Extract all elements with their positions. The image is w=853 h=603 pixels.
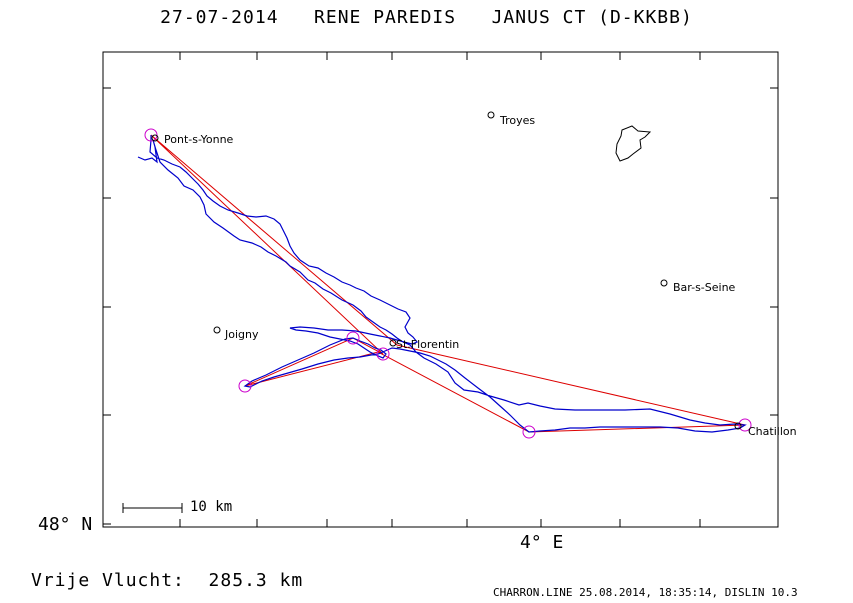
town-marker bbox=[734, 422, 742, 430]
place-label-bar-s-seine: Bar-s-Seine bbox=[673, 281, 736, 294]
town-marker bbox=[660, 279, 668, 287]
turnpoints bbox=[144, 128, 752, 439]
map-title: 27-07-2014 RENE PAREDIS JANUS CT (D-KKBB… bbox=[160, 7, 693, 28]
longitude-label: 4° E bbox=[520, 532, 564, 553]
town-markers bbox=[151, 111, 742, 430]
task-line bbox=[150, 134, 746, 433]
footer-credit: CHARRON.LINE 25.08.2014, 18:35:14, DISLI… bbox=[493, 586, 798, 599]
latitude-label: 48° N bbox=[38, 514, 93, 535]
town-marker bbox=[487, 111, 495, 119]
lon-ticks bbox=[179, 52, 701, 527]
turnpoint-marker bbox=[376, 347, 390, 361]
lat-ticks bbox=[103, 87, 778, 525]
turnpoint-marker bbox=[346, 331, 360, 345]
turnpoint-marker bbox=[522, 425, 536, 439]
town-marker bbox=[151, 134, 159, 142]
place-label-chatillon: Chatillon bbox=[748, 425, 797, 438]
lake-outline bbox=[615, 125, 652, 162]
scale-label: 10 km bbox=[190, 499, 233, 515]
turnpoint-marker bbox=[238, 379, 252, 393]
place-label-troyes: Troyes bbox=[500, 114, 536, 127]
town-marker bbox=[213, 326, 221, 334]
place-label-st-florentin: St.Florentin bbox=[396, 338, 460, 351]
turnpoint-marker bbox=[738, 418, 752, 432]
scale-bar bbox=[122, 503, 183, 513]
flight-distance: Vrije Vlucht: 285.3 km bbox=[31, 570, 304, 591]
place-label-joigny: Joigny bbox=[225, 328, 259, 341]
flight-track bbox=[137, 135, 747, 433]
turnpoint-marker bbox=[144, 128, 158, 142]
town-marker bbox=[389, 339, 397, 347]
map-frame bbox=[102, 51, 779, 528]
place-label-pont-s-yonne: Pont-s-Yonne bbox=[164, 133, 234, 146]
